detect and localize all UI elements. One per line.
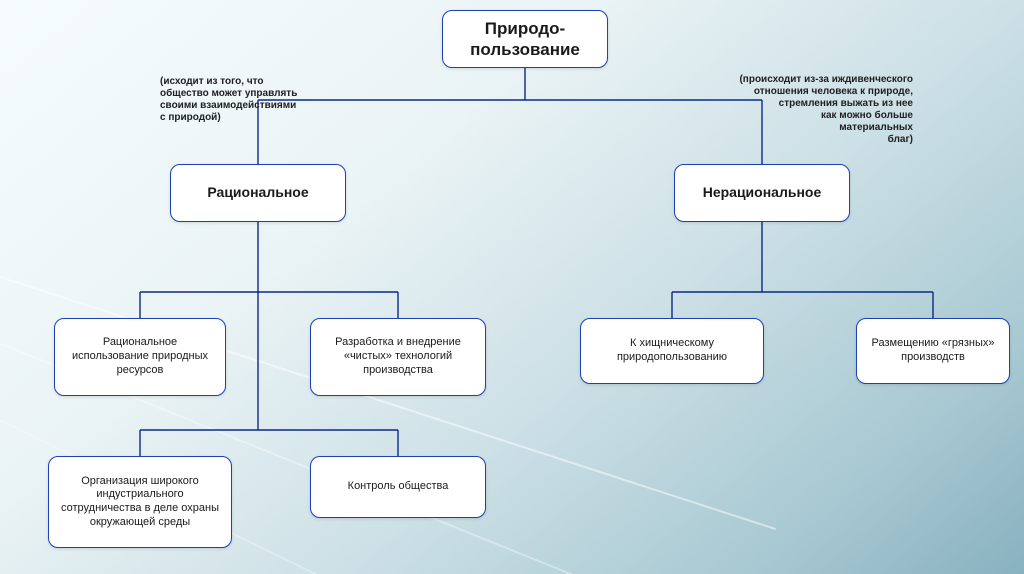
node-rational-child: Организация широкого индустриального сот…: [48, 456, 232, 548]
node-irrational-child: К хищническому природопользованию: [580, 318, 764, 384]
node-label: Контроль общества: [348, 480, 449, 494]
node-rational: Рациональное: [170, 164, 346, 222]
node-rational-child: Контроль общества: [310, 456, 486, 518]
diagram-canvas: Природо-пользование (исходит из того, чт…: [0, 0, 1024, 574]
node-label: Рациональное использование природных рес…: [63, 336, 217, 377]
node-label: К хищническому природопользованию: [589, 337, 755, 365]
annotation-right: (происходит из-за иждивенческогоотношени…: [657, 74, 913, 146]
node-rational-child: Рациональное использование природных рес…: [54, 318, 226, 396]
node-label: Разработка и внедрение «чистых» технолог…: [319, 336, 477, 377]
node-rational-child: Разработка и внедрение «чистых» технолог…: [310, 318, 486, 396]
node-irrational: Нерациональное: [674, 164, 850, 222]
annotation-left: (исходит из того, чтообщество может упра…: [160, 76, 370, 124]
node-root: Природо-пользование: [442, 10, 608, 68]
node-irrational-child: Размещению «грязных» производств: [856, 318, 1010, 384]
node-label: Природо-пользование: [470, 18, 580, 61]
node-label: Размещению «грязных» производств: [865, 337, 1001, 365]
node-label: Организация широкого индустриального сот…: [57, 475, 223, 530]
node-label: Нерациональное: [703, 184, 822, 202]
node-label: Рациональное: [207, 184, 308, 202]
